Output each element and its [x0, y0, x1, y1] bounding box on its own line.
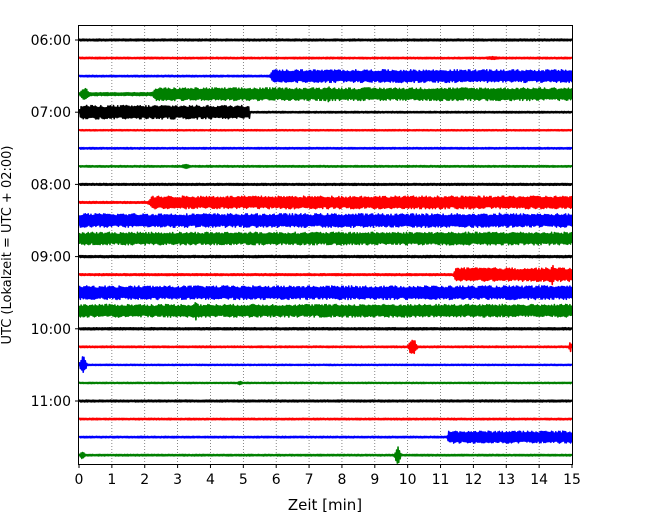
x-axis-label: Zeit [min] [288, 496, 362, 514]
y-tick-label: 09:00 [31, 250, 71, 266]
y-tick-label: 10:00 [31, 322, 71, 338]
x-tick-label: 15 [563, 472, 581, 488]
seismic-trace-1100 [78, 399, 573, 403]
x-tick-label: 6 [272, 472, 281, 488]
x-tick-label: 9 [370, 472, 379, 488]
seismic-trace-0600 [78, 38, 573, 42]
seismic-trace-0945 [78, 301, 573, 321]
seismic-trace-1145 [78, 446, 573, 464]
x-tick-label: 11 [432, 472, 450, 488]
x-tick-label: 10 [399, 472, 417, 488]
seismic-trace-1115 [78, 417, 573, 421]
x-axis-ticks: 0 1 2 3 4 5 6 7 8 9 10 11 12 13 14 15 [75, 464, 581, 488]
y-axis-ticks: 06:00 07:00 08:00 09:00 10:00 11:00 [31, 33, 79, 410]
y-tick-label: 11:00 [31, 394, 71, 410]
y-tick-label: 08:00 [31, 177, 71, 193]
seismic-trace-1030 [78, 356, 573, 373]
x-tick-label: 3 [173, 472, 182, 488]
x-tick-label: 1 [107, 472, 116, 488]
x-tick-label: 2 [140, 472, 149, 488]
x-tick-label: 5 [239, 472, 248, 488]
seismic-trace-0830 [78, 212, 573, 229]
x-tick-label: 0 [75, 472, 84, 488]
seismic-trace-0845 [78, 231, 573, 246]
plot-frame [78, 25, 573, 465]
seismic-trace-1015 [78, 339, 573, 355]
x-tick-label: 7 [305, 472, 314, 488]
y-axis-label: UTC (Lokalzeit = UTC + 02:00) [0, 146, 15, 345]
seismic-trace-0700 [78, 104, 573, 120]
seismic-trace-0730 [78, 146, 573, 150]
y-tick-label: 06:00 [31, 33, 71, 49]
y-tick-label: 07:00 [31, 105, 71, 121]
seismic-trace-0930 [78, 285, 573, 301]
x-tick-label: 14 [530, 472, 548, 488]
x-tick-label: 8 [337, 472, 346, 488]
seismic-trace-0915 [78, 264, 573, 286]
seismic-trace-0615 [78, 55, 573, 61]
seismic-trace-0645 [78, 86, 573, 103]
trace-layer [78, 38, 573, 464]
seismic-trace-1045 [78, 380, 573, 386]
seismic-trace-1000 [78, 326, 573, 331]
seismic-trace-0815 [78, 195, 573, 210]
seismic-trace-0800 [78, 182, 573, 187]
seismic-trace-0900 [78, 254, 573, 259]
seismic-trace-0745 [78, 163, 573, 170]
x-tick-label: 12 [464, 472, 482, 488]
x-tick-label: 13 [497, 472, 515, 488]
x-tick-label: 4 [206, 472, 215, 488]
seismic-trace-0715 [78, 128, 573, 132]
seismic-trace-0630 [78, 69, 573, 84]
seismic-trace-1130 [78, 430, 573, 444]
